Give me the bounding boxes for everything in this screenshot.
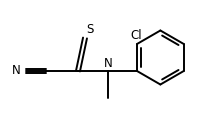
Text: S: S — [86, 23, 93, 36]
Text: Cl: Cl — [130, 29, 142, 42]
Text: N: N — [12, 65, 21, 78]
Text: N: N — [104, 57, 112, 70]
